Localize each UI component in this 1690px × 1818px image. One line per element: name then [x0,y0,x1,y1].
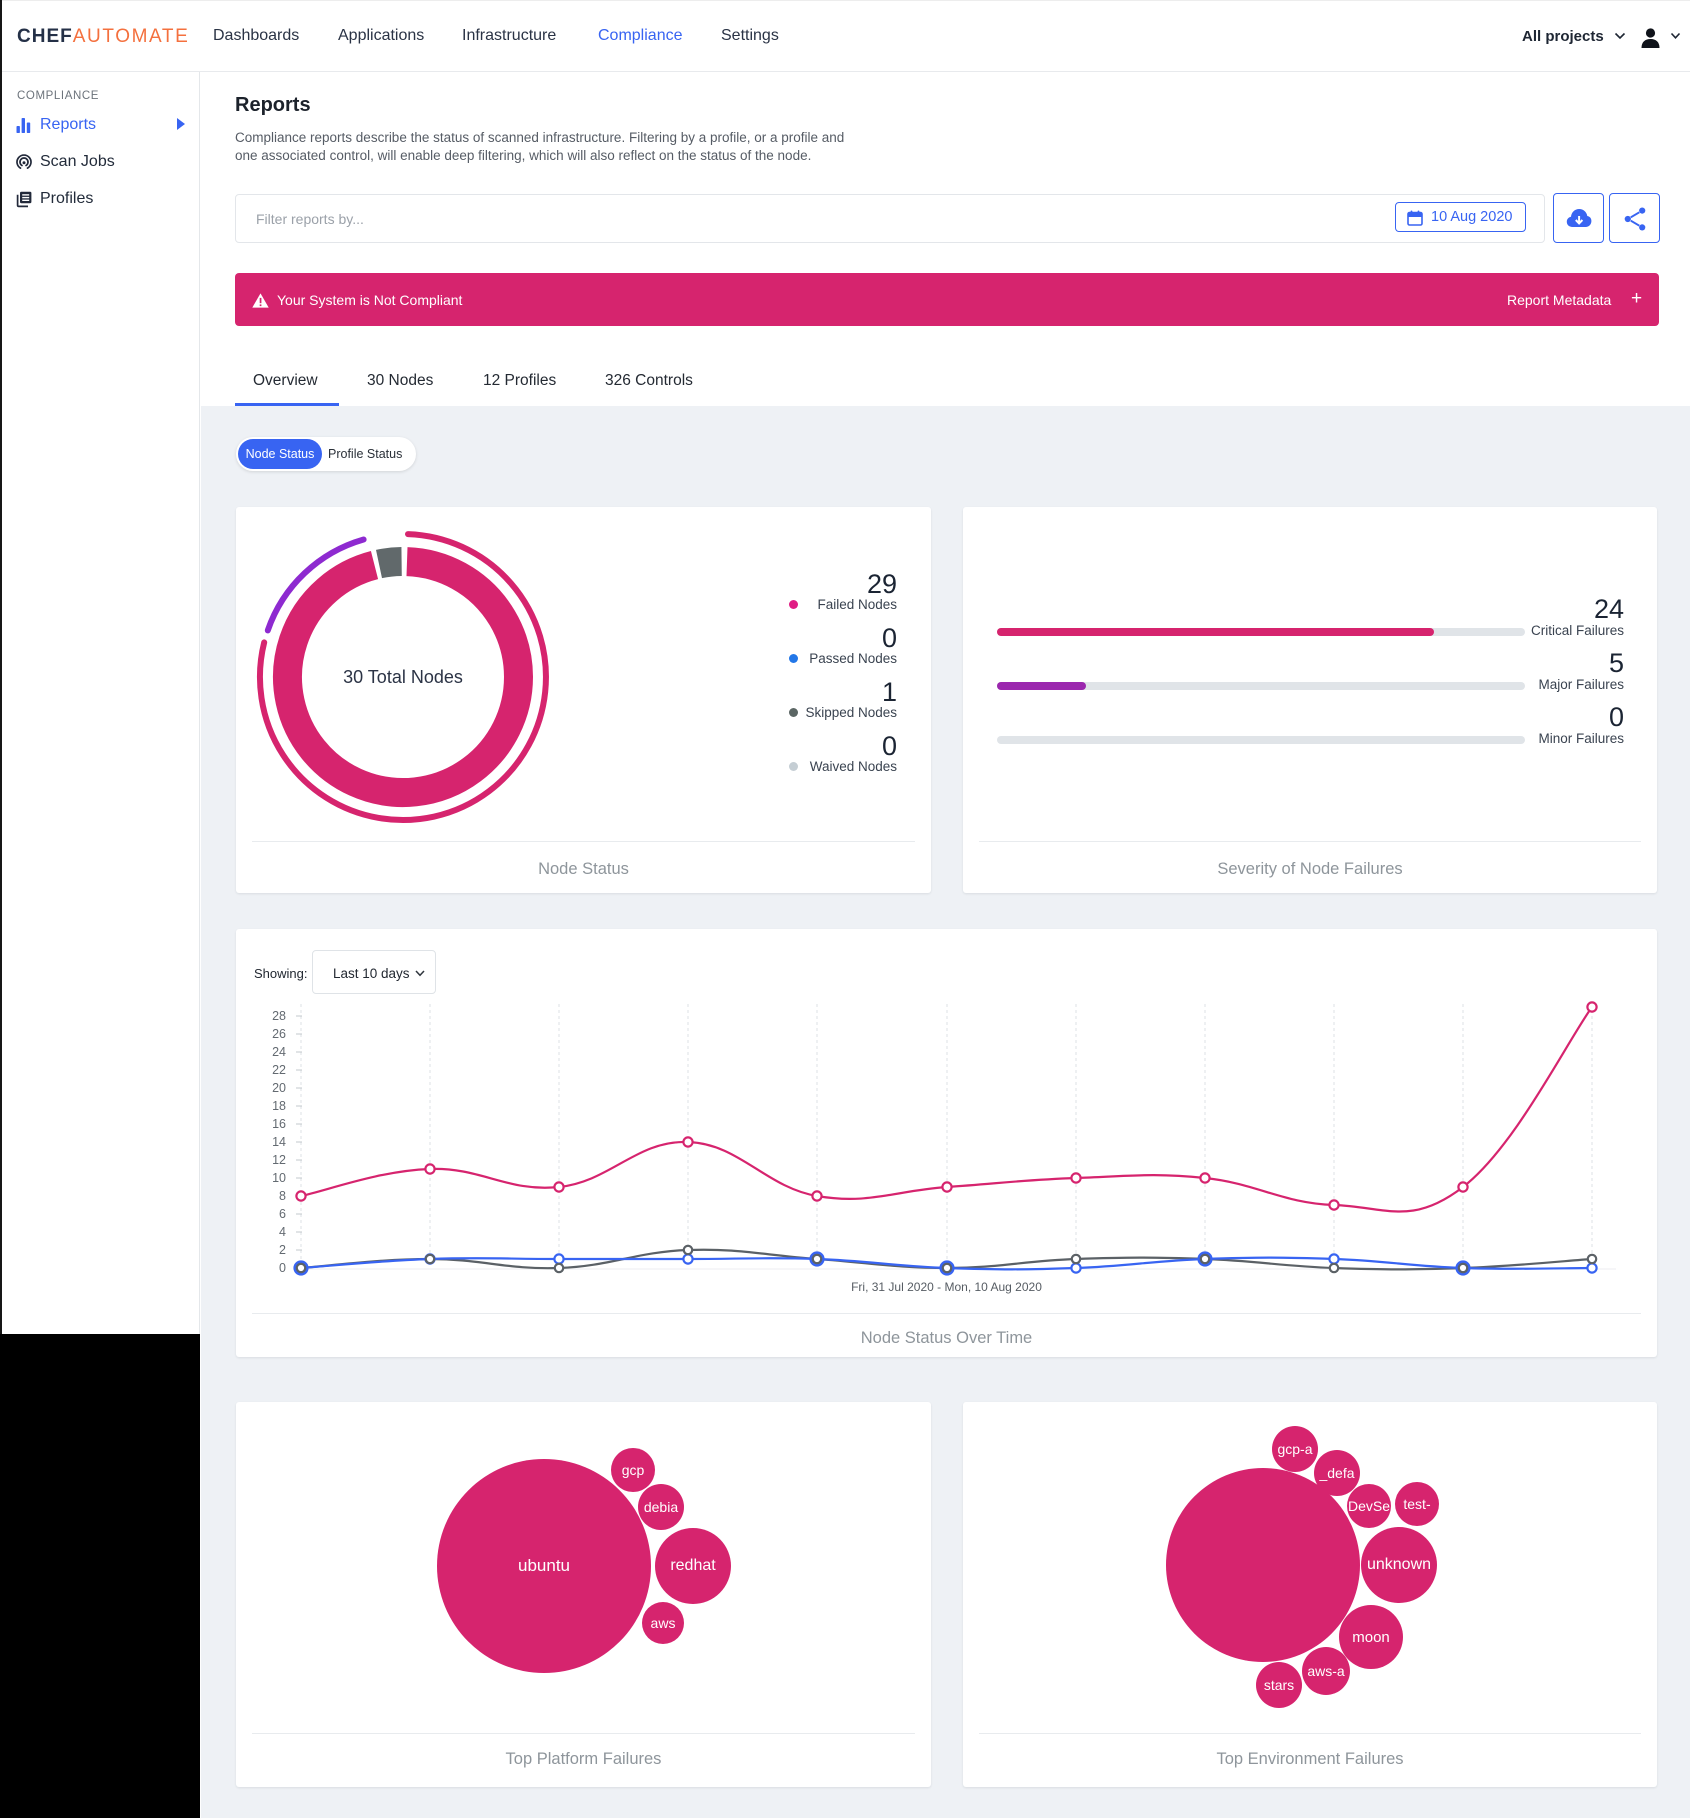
svg-text:14: 14 [272,1135,286,1149]
svg-text:20: 20 [272,1081,286,1095]
svg-text:22: 22 [272,1063,286,1077]
svg-text:28: 28 [272,1009,286,1023]
svg-text:0: 0 [279,1261,286,1275]
svg-text:24: 24 [272,1045,286,1059]
svg-text:4: 4 [279,1225,286,1239]
svg-text:16: 16 [272,1117,286,1131]
svg-text:10: 10 [272,1171,286,1185]
svg-text:18: 18 [272,1099,286,1113]
svg-text:8: 8 [279,1189,286,1203]
svg-text:12: 12 [272,1153,286,1167]
svg-text:2: 2 [279,1243,286,1257]
svg-text:6: 6 [279,1207,286,1221]
svg-text:26: 26 [272,1027,286,1041]
